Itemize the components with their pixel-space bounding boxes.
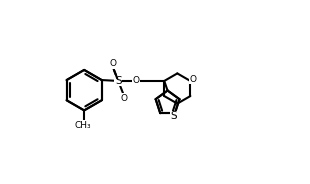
- Text: O: O: [109, 59, 116, 68]
- Text: O: O: [120, 94, 127, 103]
- Text: S: S: [170, 112, 177, 121]
- Text: O: O: [189, 75, 196, 84]
- Text: CH₃: CH₃: [74, 121, 91, 130]
- Text: O: O: [132, 76, 139, 85]
- Text: S: S: [115, 76, 122, 86]
